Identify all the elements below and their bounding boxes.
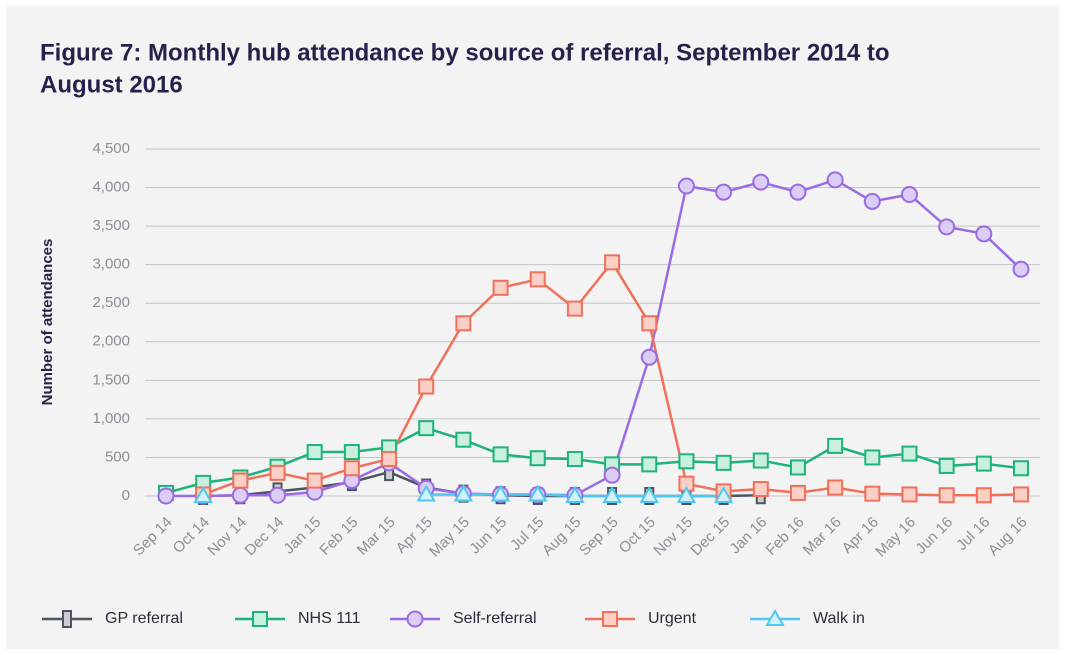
y-axis-label: Number of attendances: [39, 239, 56, 406]
data-point: [752, 481, 769, 498]
data-point: [789, 459, 806, 476]
data-point: [492, 279, 509, 296]
data-point: [789, 183, 807, 201]
legend-label: Self-referral: [453, 610, 537, 627]
data-point: [565, 485, 585, 503]
data-point: [938, 457, 955, 474]
data-point: [677, 177, 695, 195]
data-point: [863, 192, 881, 210]
data-point: [602, 485, 622, 503]
data-point: [640, 348, 658, 366]
legend-label: Walk in: [813, 610, 865, 627]
y-tick-label: 0: [122, 487, 130, 504]
data-point: [864, 485, 881, 502]
data-point: [864, 449, 881, 466]
data-point: [901, 445, 918, 462]
legend-marker: [252, 611, 268, 627]
data-point: [416, 484, 436, 502]
data-point: [715, 183, 733, 201]
data-point: [752, 173, 770, 191]
data-point: [490, 484, 511, 502]
data-point: [676, 485, 697, 503]
data-point: [455, 315, 472, 332]
data-point: [1012, 260, 1030, 278]
data-point: [752, 452, 769, 469]
data-point: [1013, 486, 1029, 503]
data-point: [713, 485, 734, 503]
legend-marker: [602, 611, 618, 627]
data-point: [528, 484, 548, 502]
legend-marker: [406, 610, 424, 628]
data-point: [232, 472, 249, 489]
data-point: [975, 225, 993, 243]
data-point: [641, 456, 658, 473]
data-point: [715, 454, 732, 471]
chart-title: Figure 7: Monthly hub attendance by sour…: [40, 39, 890, 66]
data-point: [639, 485, 659, 503]
legend-label: NHS 111: [298, 610, 361, 627]
data-point: [529, 450, 546, 467]
data-point: [455, 431, 472, 448]
y-tick-label: 1,000: [92, 410, 130, 427]
data-point: [529, 271, 546, 288]
y-tick-label: 500: [105, 448, 130, 465]
y-tick-label: 2,500: [92, 294, 130, 311]
y-tick-label: 4,500: [92, 140, 130, 157]
data-point: [269, 464, 286, 481]
data-point: [603, 466, 621, 484]
data-point: [193, 485, 213, 503]
data-point: [938, 487, 955, 504]
data-point: [306, 472, 323, 489]
data-point: [827, 437, 844, 454]
data-point: [900, 185, 918, 203]
data-point: [157, 487, 175, 505]
legend-marker: [765, 608, 785, 626]
y-tick-label: 3,500: [92, 217, 130, 234]
data-point: [975, 455, 992, 472]
legend-label: GP referral: [105, 610, 183, 627]
data-point: [418, 378, 435, 395]
data-point: [343, 444, 360, 461]
data-point: [901, 486, 918, 503]
data-point: [604, 254, 621, 271]
data-point: [678, 453, 695, 470]
data-point: [492, 446, 509, 463]
data-point: [1013, 460, 1029, 477]
data-point: [566, 300, 583, 317]
y-tick-label: 2,000: [92, 333, 130, 350]
y-tick-label: 1,500: [92, 371, 130, 388]
data-point: [789, 484, 806, 501]
data-point: [343, 460, 360, 477]
data-point: [938, 218, 956, 236]
legend-marker: [62, 610, 72, 628]
data-point: [418, 420, 435, 437]
data-point: [306, 444, 323, 461]
panel: [6, 6, 1059, 649]
chart-title: August 2016: [40, 71, 183, 98]
data-point: [641, 315, 658, 332]
y-tick-label: 4,000: [92, 179, 130, 196]
data-point: [269, 486, 287, 504]
data-point: [566, 450, 583, 467]
data-point: [826, 171, 844, 189]
y-tick-label: 3,000: [92, 256, 130, 273]
legend-label: Urgent: [648, 610, 697, 627]
data-point: [827, 479, 844, 496]
data-point: [975, 487, 992, 504]
data-point: [231, 486, 249, 504]
data-point: [381, 450, 398, 467]
data-point: [453, 484, 474, 502]
